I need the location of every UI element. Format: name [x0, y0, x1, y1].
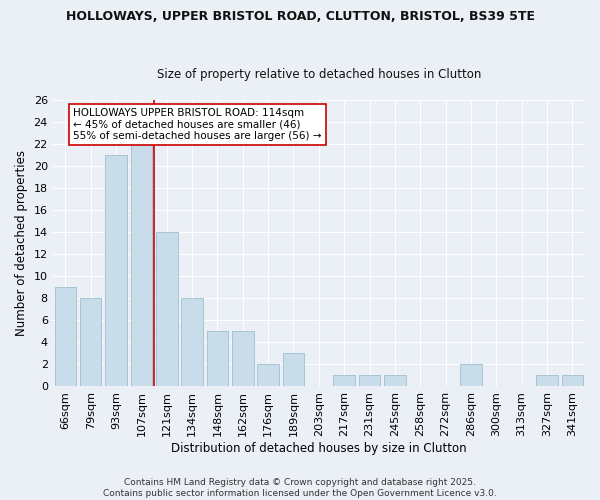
Bar	[105, 156, 127, 386]
Bar	[359, 376, 380, 386]
Text: HOLLOWAYS UPPER BRISTOL ROAD: 114sqm
← 45% of detached houses are smaller (46)
5: HOLLOWAYS UPPER BRISTOL ROAD: 114sqm ← 4…	[73, 108, 322, 141]
Bar	[384, 376, 406, 386]
Bar	[206, 332, 228, 386]
Bar	[55, 288, 76, 386]
Title: Size of property relative to detached houses in Clutton: Size of property relative to detached ho…	[157, 68, 481, 81]
Text: Contains HM Land Registry data © Crown copyright and database right 2025.
Contai: Contains HM Land Registry data © Crown c…	[103, 478, 497, 498]
Y-axis label: Number of detached properties: Number of detached properties	[15, 150, 28, 336]
X-axis label: Distribution of detached houses by size in Clutton: Distribution of detached houses by size …	[171, 442, 467, 455]
Bar	[131, 144, 152, 386]
Bar	[283, 354, 304, 386]
Bar	[181, 298, 203, 386]
Text: HOLLOWAYS, UPPER BRISTOL ROAD, CLUTTON, BRISTOL, BS39 5TE: HOLLOWAYS, UPPER BRISTOL ROAD, CLUTTON, …	[65, 10, 535, 23]
Bar	[460, 364, 482, 386]
Bar	[562, 376, 583, 386]
Bar	[536, 376, 558, 386]
Bar	[232, 332, 254, 386]
Bar	[334, 376, 355, 386]
Bar	[257, 364, 279, 386]
Bar	[156, 232, 178, 386]
Bar	[80, 298, 101, 386]
